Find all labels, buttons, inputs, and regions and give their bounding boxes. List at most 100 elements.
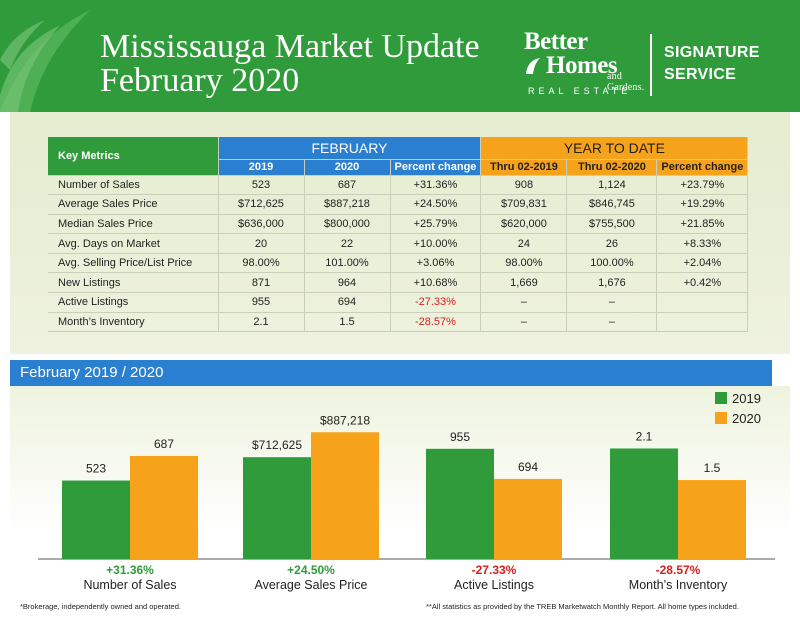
table-cell: – bbox=[566, 292, 658, 313]
bar-2020 bbox=[311, 432, 379, 559]
chart-banner: February 2019 / 2020 bbox=[10, 360, 772, 386]
table-cell: +0.42% bbox=[656, 272, 749, 294]
bar-value-label: 2.1 bbox=[636, 429, 653, 443]
bar-2020 bbox=[494, 478, 562, 559]
page-subtitle: February 2020 bbox=[100, 62, 300, 99]
table-cell: $800,000 bbox=[304, 214, 391, 235]
legend-label: 2019 bbox=[732, 391, 761, 406]
row-label: Median Sales Price bbox=[48, 214, 219, 235]
table-cell: 98.00% bbox=[480, 253, 568, 274]
legend-label: 2020 bbox=[732, 411, 761, 426]
col-header: 2019 bbox=[218, 159, 305, 176]
table-row: Number of Sales 523 687 +31.36% 908 1,124 +23.… bbox=[48, 175, 749, 196]
bar-chart: 523 687 +31.36%Number of Sales $712,625 $887… bbox=[38, 391, 775, 592]
table-cell: 98.00% bbox=[218, 253, 305, 274]
row-label: New Listings bbox=[48, 272, 219, 294]
header-divider bbox=[650, 34, 652, 96]
brand-line-4: REAL ESTATE bbox=[528, 86, 632, 96]
bar-value-label: 687 bbox=[154, 437, 174, 451]
bar-2020 bbox=[130, 455, 198, 559]
row-label: Avg. Days on Market bbox=[48, 233, 219, 254]
table-cell: +10.00% bbox=[390, 233, 482, 254]
table-cell: $887,218 bbox=[304, 194, 391, 215]
bar-2019 bbox=[243, 457, 311, 559]
table-cell: 694 bbox=[304, 292, 391, 313]
table-cell: – bbox=[480, 312, 568, 333]
table-cell: +3.06% bbox=[390, 253, 482, 274]
bar-value-label: 955 bbox=[450, 430, 470, 444]
bar-value-label: 523 bbox=[86, 462, 106, 476]
table-cell: -28.57% bbox=[390, 312, 482, 333]
table-cell bbox=[656, 312, 749, 333]
table-cell: 20 bbox=[218, 233, 305, 254]
table-cell: 2.1 bbox=[218, 312, 305, 333]
header-banner: Mississauga Market Update February 2020 … bbox=[0, 0, 800, 112]
key-metrics-header: Key Metrics bbox=[48, 137, 219, 176]
table-row: New Listings 871 964 +10.68% 1,669 1,676 +0.42… bbox=[48, 272, 749, 294]
table-cell: $620,000 bbox=[480, 214, 568, 235]
table-cell: 22 bbox=[304, 233, 391, 254]
table-cell: 955 bbox=[218, 292, 305, 313]
table-cell: 24 bbox=[480, 233, 568, 254]
brand-line-3: and Gardens. bbox=[607, 71, 645, 93]
table-row: Active Listings 955 694 -27.33% – – bbox=[48, 292, 749, 313]
table-cell: 101.00% bbox=[304, 253, 391, 274]
brand-line-2: Homes bbox=[546, 52, 618, 79]
table-cell: 1,124 bbox=[566, 175, 658, 196]
table-cell: $755,500 bbox=[566, 214, 658, 235]
table-row: Avg. Days on Market 20 22 +10.00% 24 26 +8.33% bbox=[48, 233, 749, 254]
row-label: Avg. Selling Price/List Price bbox=[48, 253, 219, 274]
table-row: Month’s Inventory 2.1 1.5 -28.57% – – bbox=[48, 312, 749, 333]
footer-left-note: *Brokerage, independently owned and oper… bbox=[20, 602, 181, 611]
bar-value-label: 1.5 bbox=[704, 461, 721, 475]
signature-line-1: SIGNATURE bbox=[664, 44, 760, 61]
table-cell: 26 bbox=[566, 233, 658, 254]
table-cell: +31.36% bbox=[390, 175, 482, 196]
table-cell: 687 bbox=[304, 175, 391, 196]
table-cell: 1,676 bbox=[566, 272, 658, 294]
table-cell: 1,669 bbox=[480, 272, 568, 294]
percent-change-label: +31.36% bbox=[106, 563, 154, 577]
row-label: Active Listings bbox=[48, 292, 219, 313]
table-cell: 100.00% bbox=[566, 253, 658, 274]
bar-2019 bbox=[610, 448, 678, 559]
table-cell: 908 bbox=[480, 175, 568, 196]
col-header: 2020 bbox=[304, 159, 391, 176]
bar-value-label: $887,218 bbox=[320, 413, 370, 427]
legend-swatch-2019 bbox=[715, 392, 727, 404]
table-cell: +2.04% bbox=[656, 253, 749, 274]
category-label: Month’s Inventory bbox=[629, 578, 728, 592]
bar-2019 bbox=[426, 448, 494, 559]
category-label: Average Sales Price bbox=[254, 578, 367, 592]
table-cell: 1.5 bbox=[304, 312, 391, 333]
table-cell: – bbox=[480, 292, 568, 313]
chart-area: 523 687 +31.36% Number of Sales $712,625 $887… bbox=[10, 386, 790, 598]
bar-value-label: 694 bbox=[518, 460, 538, 474]
brand-leaf-icon bbox=[526, 58, 540, 74]
table-cell: +24.50% bbox=[390, 194, 482, 215]
col-header: Percent change bbox=[656, 159, 749, 176]
bar-2019 bbox=[62, 480, 130, 559]
col-header: Thru 02-2020 bbox=[566, 159, 658, 176]
table-row: Median Sales Price $636,000 $800,000 +25.79… bbox=[48, 214, 749, 235]
table-cell: +21.85% bbox=[656, 214, 749, 235]
table-cell: -27.33% bbox=[390, 292, 482, 313]
legend-swatch-2020 bbox=[715, 412, 727, 424]
table-cell: 871 bbox=[218, 272, 305, 294]
bar-2020 bbox=[678, 480, 746, 559]
percent-change-label: +24.50% bbox=[287, 563, 335, 577]
brand-logo: Better Homes and Gardens. REAL ESTATE bbox=[524, 29, 644, 96]
key-metrics-table: Key Metrics FEBRUARY YEAR TO DATE 2019 2… bbox=[48, 137, 749, 333]
table-cell: +10.68% bbox=[390, 272, 482, 294]
leaf-logo-icon bbox=[0, 10, 90, 112]
table-cell: +8.33% bbox=[656, 233, 749, 254]
col-header: Thru 02-2019 bbox=[480, 159, 568, 176]
percent-change-label: -27.33% bbox=[472, 563, 517, 577]
bar-value-label: $712,625 bbox=[252, 438, 302, 452]
signature-service: SIGNATURE SERVICE bbox=[664, 42, 760, 86]
february-group-header: FEBRUARY bbox=[218, 137, 482, 160]
table-cell: +25.79% bbox=[390, 214, 482, 235]
ytd-group-header: YEAR TO DATE bbox=[480, 137, 749, 160]
percent-change-label: -28.57% bbox=[656, 563, 701, 577]
signature-line-2: SERVICE bbox=[664, 66, 737, 83]
